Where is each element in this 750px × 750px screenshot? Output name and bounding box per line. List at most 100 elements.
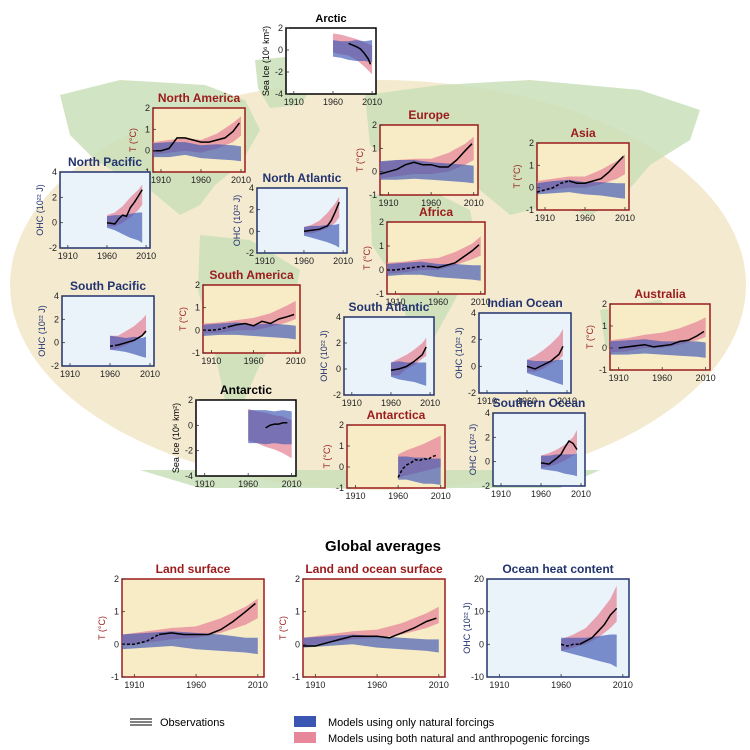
y-tick-label: 4 <box>471 308 476 318</box>
y-tick-label: 2 <box>471 335 476 345</box>
y-tick-label: 2 <box>336 338 341 348</box>
y-axis-label: T (°C) <box>178 307 188 331</box>
x-tick-label: 2010 <box>362 97 382 107</box>
observations-line <box>348 42 372 65</box>
observations-line <box>579 607 618 645</box>
panel-title: Land surface <box>156 562 231 576</box>
y-tick-label: 2 <box>379 217 384 227</box>
x-tick-label: 2010 <box>282 479 302 489</box>
natural-band <box>610 339 706 358</box>
labels-layer: Global averages <box>325 538 441 555</box>
x-tick-label: 1910 <box>342 398 362 408</box>
y-tick-label: -1 <box>336 483 344 493</box>
y-axis-label: Sea Ice (10⁶ km²) <box>171 403 181 473</box>
x-tick-label: 1910 <box>379 198 399 208</box>
y-axis-label: OHC (10²² J) <box>37 305 47 357</box>
observations-line <box>303 201 340 233</box>
panel-title: Ocean heat content <box>502 562 613 576</box>
y-axis-label: T (°C) <box>362 246 372 270</box>
y-tick-label: 0 <box>336 364 341 374</box>
x-tick-label: 2010 <box>333 256 353 266</box>
y-tick-label: -10 <box>471 672 484 682</box>
y-tick-label: 0 <box>145 146 150 156</box>
y-tick-label: 10 <box>474 607 484 617</box>
natural-band <box>303 634 439 653</box>
x-tick-label: 2010 <box>136 251 156 261</box>
panel-antarctic: Antarctic -4 -2 0 2 1910 1960 2010 Sea Ice (10⁶ … <box>171 383 302 489</box>
x-tick-label: 1910 <box>58 251 78 261</box>
x-tick-label: 1960 <box>428 297 448 307</box>
y-tick-label: 0 <box>485 457 490 467</box>
y-tick-label: 4 <box>336 312 341 322</box>
panel-title: Africa <box>419 205 453 219</box>
y-tick-label: 1 <box>372 143 377 153</box>
y-tick-label: 2 <box>295 574 300 584</box>
observations-line <box>303 617 437 647</box>
panel-title: Australia <box>634 287 686 301</box>
natural-band <box>527 359 563 385</box>
x-tick-label: 2010 <box>696 373 716 383</box>
x-tick-label: 1960 <box>294 256 314 266</box>
y-tick-label: 1 <box>114 607 119 617</box>
panel-title: Antarctica <box>367 408 426 422</box>
y-tick-label: 4 <box>485 408 490 418</box>
natural-band <box>203 322 296 340</box>
natural-band <box>333 40 373 63</box>
anthropogenic-band <box>304 196 340 234</box>
y-axis-label: T (°C) <box>512 165 522 189</box>
panel-title: Europe <box>408 108 450 122</box>
natural-band <box>248 410 292 445</box>
x-tick-label: 1910 <box>201 356 221 366</box>
y-tick-label: -4 <box>275 89 283 99</box>
x-tick-label: 1910 <box>124 680 144 690</box>
y-axis-label: OHC (10²² J) <box>454 327 464 379</box>
x-tick-label: 1960 <box>652 373 672 383</box>
y-tick-label: 0 <box>529 183 534 193</box>
x-tick-label: 1910 <box>346 491 366 501</box>
x-tick-label: 1910 <box>386 297 406 307</box>
x-tick-label: 1910 <box>195 479 215 489</box>
y-axis-label: OHC (10²² J) <box>462 602 472 654</box>
y-tick-label: -2 <box>482 481 490 491</box>
y-tick-label: 0 <box>278 45 283 55</box>
x-tick-label: 1910 <box>477 396 497 406</box>
x-tick-label: 1910 <box>255 256 275 266</box>
panel-asia: Asia -1 0 1 2 1910 1960 2010 T (°C) <box>512 126 635 223</box>
observations-line <box>117 330 147 346</box>
y-axis-label: T (°C) <box>97 616 107 640</box>
x-tick-label: 1960 <box>388 491 408 501</box>
y-tick-label: -1 <box>292 672 300 682</box>
x-tick-label: 1960 <box>367 680 387 690</box>
y-tick-label: -1 <box>369 190 377 200</box>
observations-line-dashed <box>387 265 430 271</box>
observations-line <box>379 143 473 175</box>
y-tick-label: 0 <box>114 639 119 649</box>
y-axis-label: OHC (10²² J) <box>319 330 329 382</box>
observations-line <box>540 439 578 465</box>
natural-band <box>110 335 146 358</box>
y-tick-label: 0 <box>195 325 200 335</box>
observations-line <box>568 155 624 184</box>
y-tick-label: 2 <box>339 420 344 430</box>
y-tick-label: 4 <box>54 291 59 301</box>
observations-line <box>158 602 256 636</box>
panel-southern-ocean: Southern Ocean -2 0 2 4 1910 1960 2010 OHC (10²²… <box>468 396 591 499</box>
y-tick-label: 0 <box>372 167 377 177</box>
x-tick-label: 1960 <box>551 680 571 690</box>
y-tick-label: 0 <box>602 343 607 353</box>
panel-arctic: Arctic -4 -2 0 2 1910 1960 2010 Sea Ice (10⁶ km²… <box>261 13 382 107</box>
natural-band <box>107 212 143 243</box>
observations-line <box>265 422 288 429</box>
legend-natural-label: Models using only natural forcings <box>328 717 495 729</box>
y-tick-label: -2 <box>246 248 254 258</box>
panel-antarctica: Antarctica -1 0 1 2 1910 1960 2010 T (°C) <box>322 408 451 501</box>
natural-band <box>541 453 577 477</box>
legend-natural-swatch <box>294 716 316 727</box>
x-tick-label: 2010 <box>429 680 449 690</box>
observations-line <box>106 189 143 225</box>
y-tick-label: 20 <box>474 574 484 584</box>
x-tick-label: 1960 <box>421 198 441 208</box>
